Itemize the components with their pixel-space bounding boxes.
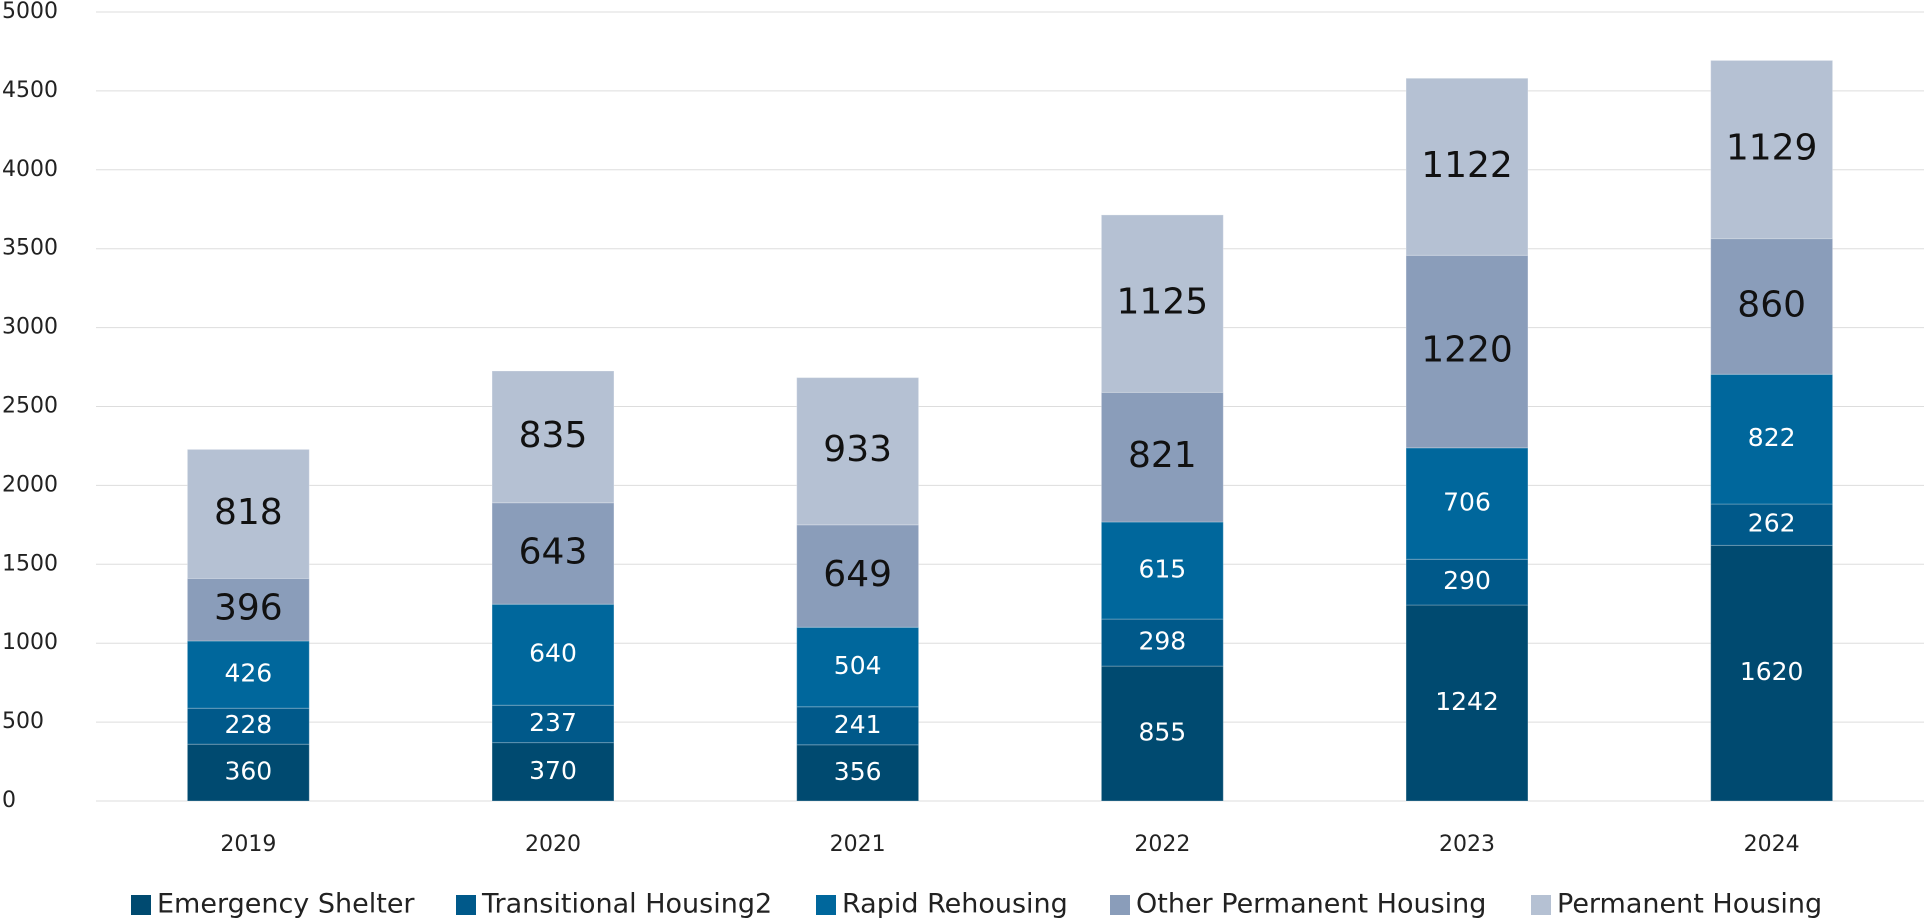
x-tick-label: 2021 <box>830 832 886 857</box>
legend-label: Rapid Rehousing <box>842 889 1068 920</box>
bar-segment <box>1100 214 1224 393</box>
legend-swatch <box>1110 895 1130 915</box>
x-tick-label: 2019 <box>220 832 276 857</box>
x-tick-label: 2024 <box>1744 832 1800 857</box>
data-label: 1129 <box>1726 128 1818 169</box>
y-tick-label: 3500 <box>2 236 58 261</box>
x-tick-label: 2020 <box>525 832 581 857</box>
bar-segment <box>1405 604 1529 802</box>
bar-segment <box>186 578 310 642</box>
bar-segment <box>1710 503 1834 546</box>
bar-segment <box>796 377 920 526</box>
y-tick-label: 4500 <box>2 78 58 103</box>
data-label: 426 <box>224 659 272 688</box>
data-label: 1125 <box>1117 282 1209 323</box>
y-tick-label: 0 <box>2 788 16 813</box>
data-label: 298 <box>1138 627 1186 656</box>
data-label: 228 <box>224 710 272 739</box>
legend-label: Permanent Housing <box>1557 889 1822 920</box>
data-label: 933 <box>823 429 892 470</box>
x-tick-label: 2023 <box>1439 832 1495 857</box>
legend-swatch <box>1531 895 1551 915</box>
data-label: 241 <box>834 710 882 739</box>
data-label: 1122 <box>1421 145 1513 186</box>
y-tick-label: 3000 <box>2 315 58 340</box>
bar-segment <box>1710 238 1834 375</box>
legend-label: Other Permanent Housing <box>1136 889 1486 920</box>
legend-swatch <box>816 895 836 915</box>
bar-segment <box>186 448 310 580</box>
y-tick-label: 500 <box>2 709 44 734</box>
bar-segment <box>1405 77 1529 256</box>
bar-segment <box>796 744 920 802</box>
y-tick-label: 1500 <box>2 551 58 576</box>
data-label: 1220 <box>1421 330 1513 371</box>
bar-segment <box>1710 373 1834 505</box>
bar-segment <box>491 502 615 605</box>
data-label: 237 <box>529 708 577 737</box>
data-label: 855 <box>1138 718 1186 747</box>
data-label: 370 <box>529 756 577 785</box>
data-label: 821 <box>1128 435 1197 476</box>
legend-label: Transitional Housing2 <box>481 889 772 920</box>
data-label: 822 <box>1748 423 1796 452</box>
bar-segment <box>186 743 310 802</box>
bar-segment <box>796 626 920 708</box>
data-label: 1242 <box>1435 687 1499 716</box>
bar-segment <box>491 603 615 706</box>
x-tick-label: 2022 <box>1134 832 1190 857</box>
data-label: 396 <box>214 588 283 629</box>
bar-segment <box>1405 254 1529 449</box>
bar-segment <box>1100 521 1224 620</box>
bar-segment <box>491 370 615 504</box>
data-label: 356 <box>834 757 882 786</box>
data-label: 649 <box>823 554 892 595</box>
legend-swatch <box>456 895 476 915</box>
y-tick-label: 1000 <box>2 630 58 655</box>
legend-swatch <box>131 895 151 915</box>
bar-segment <box>1100 665 1224 802</box>
data-label: 1620 <box>1740 657 1804 686</box>
data-label: 615 <box>1138 555 1186 584</box>
legend-label: Emergency Shelter <box>157 889 415 920</box>
data-label: 290 <box>1443 566 1491 595</box>
bar-segment <box>186 707 310 745</box>
data-label: 818 <box>214 492 283 533</box>
bar-segment <box>1710 59 1834 240</box>
bar-segment <box>1100 391 1224 523</box>
data-label: 860 <box>1737 284 1806 325</box>
data-label: 360 <box>224 757 272 786</box>
data-label: 835 <box>519 415 588 456</box>
bar-segment <box>1405 447 1529 560</box>
data-label: 262 <box>1748 509 1796 538</box>
bar-segment <box>796 706 920 746</box>
data-label: 643 <box>519 531 588 572</box>
data-label: 504 <box>834 651 882 680</box>
data-label: 706 <box>1443 488 1491 517</box>
y-tick-label: 2500 <box>2 394 58 419</box>
y-tick-label: 4000 <box>2 157 58 182</box>
y-tick-label: 2000 <box>2 472 58 497</box>
y-tick-label: 5000 <box>2 0 58 24</box>
bar-segment <box>1405 558 1529 606</box>
data-label: 640 <box>529 639 577 668</box>
bar-segment <box>186 640 310 709</box>
